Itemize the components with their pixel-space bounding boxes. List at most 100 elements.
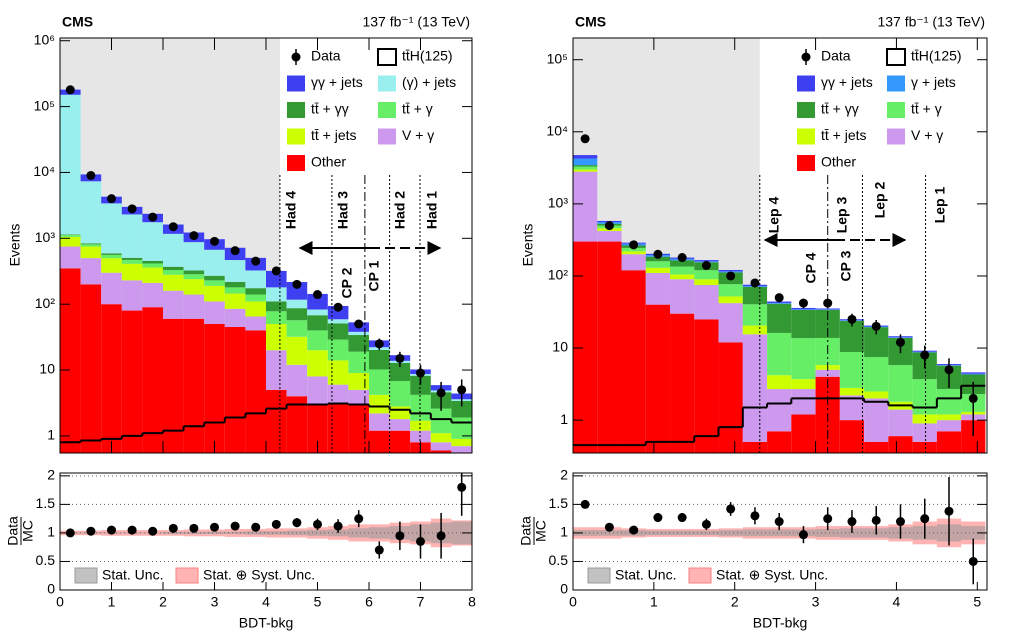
stack-segment xyxy=(80,243,102,245)
region-label: Had 4 xyxy=(283,191,299,229)
stack-segment xyxy=(60,234,81,235)
stack-segment xyxy=(839,395,865,421)
stack-segment xyxy=(369,369,390,395)
stack-segment xyxy=(101,253,122,255)
stack-segment xyxy=(101,203,122,254)
stack-segment xyxy=(204,324,225,453)
legend-label: Stat. Unc. xyxy=(102,567,163,583)
legend-data-marker xyxy=(291,52,301,62)
ratio-point xyxy=(580,499,590,509)
stack-segment xyxy=(266,301,287,312)
data-point xyxy=(436,388,446,398)
data-point xyxy=(823,298,833,308)
stack-segment xyxy=(121,259,143,264)
x-tick-label: 0 xyxy=(56,594,64,610)
legend-label: tt̄ + γ xyxy=(402,101,433,117)
ratio-point xyxy=(354,514,364,524)
ratio-point xyxy=(436,531,446,541)
stack-segment xyxy=(430,442,452,451)
ratio-point xyxy=(774,517,784,527)
stack-segment xyxy=(389,406,411,420)
stack-segment xyxy=(742,441,768,453)
stack-segment xyxy=(742,325,768,335)
stack-segment xyxy=(60,94,81,235)
legend-swatch xyxy=(378,102,396,118)
x-tick-label: 8 xyxy=(468,594,476,610)
legend-swatch xyxy=(797,75,815,92)
stack-segment xyxy=(621,254,646,271)
stack-segment xyxy=(163,290,184,319)
legend-swatch xyxy=(378,128,396,145)
x-tick-label: 0 xyxy=(569,594,577,610)
legend-swatch xyxy=(287,128,305,145)
ratio-point xyxy=(395,531,405,541)
stack-segment xyxy=(286,364,308,397)
uncertainty-band xyxy=(163,531,184,535)
ratio-point xyxy=(168,523,178,533)
x-tick-label: 4 xyxy=(893,594,901,610)
stack-segment xyxy=(718,284,743,297)
y-tick-label: 1 xyxy=(560,524,568,540)
legend-swatch xyxy=(287,155,305,171)
x-axis-label: BDT-bkg xyxy=(753,615,807,631)
stack-segment xyxy=(791,307,816,310)
plot-clip xyxy=(60,473,472,590)
stack-segment xyxy=(694,270,719,280)
stack-segment xyxy=(266,389,287,453)
uncertainty-band xyxy=(224,531,246,535)
stack-segment xyxy=(204,280,225,286)
y-tick-label: 0.5 xyxy=(36,552,56,568)
x-tick-label: 7 xyxy=(417,594,425,610)
legend-swatch xyxy=(74,567,98,584)
stack-segment xyxy=(286,336,308,365)
stack-segment xyxy=(389,381,411,407)
stack-segment xyxy=(245,270,266,289)
ratio-point xyxy=(189,523,199,533)
y-tick-label: 10⁶ xyxy=(34,31,55,47)
stack-segment xyxy=(224,260,246,282)
data-point xyxy=(895,337,905,347)
stack-segment xyxy=(767,431,792,453)
stack-segment xyxy=(348,351,369,374)
region-label: CP 1 xyxy=(366,260,382,291)
stack-segment xyxy=(224,287,246,294)
stack-segment xyxy=(430,450,452,453)
region-label: Had 2 xyxy=(392,191,408,229)
stack-segment xyxy=(101,258,122,273)
stack-segment xyxy=(573,155,598,159)
ratio-point xyxy=(604,522,614,532)
plot-clip xyxy=(573,475,987,590)
ratio-point xyxy=(895,517,905,527)
stack-segment xyxy=(573,171,598,242)
y-tick-label: 10 xyxy=(552,339,568,355)
stack-segment xyxy=(286,396,308,453)
y-tick-label: 1.5 xyxy=(36,495,56,511)
stack-segment xyxy=(142,222,163,261)
ratio-point xyxy=(148,526,158,536)
legend-label: tt̄H(125) xyxy=(911,48,962,64)
uncertainty-band xyxy=(767,529,792,537)
plot-clip xyxy=(573,38,986,453)
stack-segment xyxy=(912,379,937,415)
y-tick-label: 10² xyxy=(35,295,56,311)
legend-label: Stat. ⊕ Syst. Unc. xyxy=(716,567,828,583)
stack-segment xyxy=(389,430,411,453)
region-label: Lep 4 xyxy=(766,197,782,234)
stack-segment xyxy=(451,446,472,453)
y-tick-label: 0 xyxy=(47,581,55,597)
legend-swatch xyxy=(887,75,905,92)
y-tick-label: 10³ xyxy=(35,229,56,245)
ratio-point xyxy=(65,528,75,538)
y-axis-label: Data xyxy=(518,516,534,546)
ratio-point xyxy=(677,513,687,523)
stack-segment xyxy=(410,430,431,443)
region-label: Had 1 xyxy=(424,191,440,229)
legend-swatch xyxy=(797,128,815,145)
uncertainty-band xyxy=(348,528,369,538)
stack-segment xyxy=(742,286,768,305)
data-point xyxy=(871,321,881,331)
stack-segment xyxy=(742,304,768,326)
stack-segment xyxy=(597,231,622,242)
stack-segment xyxy=(430,408,452,434)
legend-swatch xyxy=(887,102,905,118)
